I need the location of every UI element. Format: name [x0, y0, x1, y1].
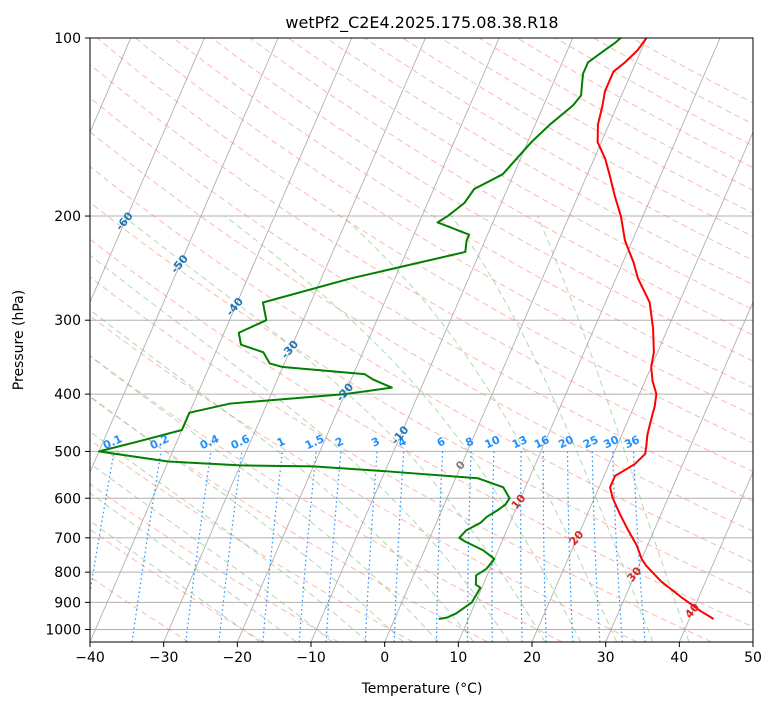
isotherm-line [163, 38, 426, 642]
mixing-ratio-label: 20 [556, 433, 576, 451]
mixing-ratio-label: 25 [581, 433, 600, 451]
mixing-ratio-line [364, 451, 378, 642]
x-tick-label: 40 [670, 650, 688, 666]
dry-adiabat-line [249, 38, 753, 336]
mixing-ratio-line [393, 451, 405, 642]
dry-adiabat-line [516, 38, 753, 169]
mixing-ratio-line [591, 451, 601, 642]
moist-adiabat-line [90, 520, 261, 642]
x-tick-label: 0 [380, 650, 389, 666]
dry-adiabat-line [90, 483, 339, 642]
mixing-ratio-line [466, 451, 472, 642]
isotherm-line [90, 38, 205, 304]
dry-adiabat-line [90, 355, 563, 642]
mixing-ratio-label: 10 [483, 433, 503, 451]
y-tick-label: 100 [54, 31, 81, 47]
isotherm-line [90, 38, 279, 474]
axes-group: −40 −30 −20 −10 0 10 20 30 40 50 100 200 300 400 500 60… [45, 31, 762, 666]
isotherm-line [678, 470, 753, 642]
dry-adiabat-line [90, 201, 753, 595]
moist-adiabat-line [90, 395, 404, 642]
x-axis-label: Temperature (°C) [361, 681, 483, 697]
chart-title: wetPf2_C2E4.2025.175.08.38.R18 [285, 13, 558, 33]
y-tick-label: 800 [54, 565, 81, 581]
mixing-ratio-line [520, 451, 523, 642]
dry-adiabat-line [90, 315, 638, 642]
mixing-ratio-line [262, 451, 284, 642]
dry-adiabat-line [96, 38, 753, 444]
mixing-ratio-line [542, 451, 547, 642]
mixing-ratio-line [298, 451, 317, 642]
dry-adiabat-line [326, 38, 753, 286]
moist-adiabat-line [341, 215, 618, 642]
mixing-ratio-label: 16 [532, 433, 552, 451]
mixing-ratio-label: 30 [602, 433, 622, 451]
y-tick-label: 300 [54, 313, 81, 329]
y-tick-label: 900 [54, 595, 81, 611]
dry-adiabat-line [287, 38, 753, 311]
dry-adiabat-line [90, 63, 753, 473]
y-tick-label: 600 [54, 491, 81, 507]
dry-adiabat-line [90, 131, 753, 532]
moist-adiabat-line [224, 215, 582, 642]
isotherm-line [236, 38, 500, 642]
x-tick-label: −20 [223, 650, 253, 666]
dry-adiabat-line [440, 38, 753, 214]
mixing-ratio-line [185, 451, 212, 642]
mixing-ratio-line [612, 451, 623, 642]
mixing-ratio-label: 13 [510, 433, 529, 451]
moist-adiabat-line [123, 215, 546, 642]
mixing-ratio-line [325, 451, 342, 642]
x-tick-label: 10 [449, 650, 467, 666]
moist-adiabat-line [90, 355, 439, 642]
dewpoint-profile-line [97, 38, 622, 620]
dry-adiabat-line [90, 276, 712, 642]
y-axis-label: Pressure (hPa) [11, 290, 27, 390]
isotherm-line [384, 38, 647, 642]
dry-adiabat-line [90, 165, 753, 563]
plot-area [90, 38, 753, 642]
moist-adiabat-line [536, 215, 690, 642]
isotherm-line [457, 38, 721, 642]
moist-adiabat-line [90, 254, 510, 642]
dry-adiabat-line [402, 38, 753, 238]
temperature-profile-line [596, 38, 715, 620]
y-tick-label: 500 [54, 444, 81, 460]
y-tick-label: 1000 [45, 622, 81, 638]
x-tick-label: −30 [149, 650, 179, 666]
plot-frame [89, 37, 754, 643]
moist-adiabat-line [90, 492, 297, 642]
mixing-ratio-line [435, 451, 444, 642]
dry-adiabat-line [478, 38, 753, 191]
mixing-ratio-label: 36 [622, 433, 642, 451]
dry-adiabat-line [90, 238, 753, 628]
isotherm-line [605, 300, 753, 642]
x-tick-label: −10 [296, 650, 326, 666]
dry-adiabat-line [364, 38, 753, 261]
x-tick-label: −40 [75, 650, 105, 666]
dry-adiabat-line [90, 96, 753, 502]
x-tick-label: 20 [523, 650, 541, 666]
moist-adiabat-line [90, 462, 333, 642]
y-tick-label: 700 [54, 531, 81, 547]
moist-adiabat-line [451, 215, 654, 642]
isotherm-line [90, 38, 353, 642]
mixing-ratio-line [566, 451, 574, 642]
mixing-ratio-line [218, 451, 243, 642]
y-tick-label: 200 [54, 209, 81, 225]
x-tick-label: 50 [744, 650, 762, 666]
moist-adiabat-line [90, 309, 475, 642]
y-tick-label: 400 [54, 387, 81, 403]
mixing-ratio-line [131, 451, 162, 642]
dry-adiabat-line [555, 38, 753, 147]
x-tick-label: 30 [597, 650, 615, 666]
